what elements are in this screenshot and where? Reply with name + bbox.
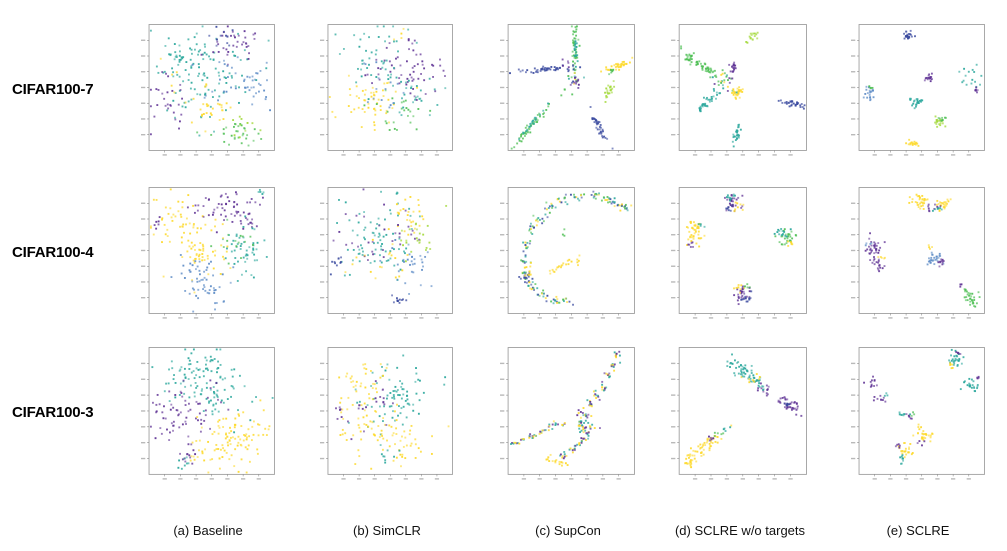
scatter-panel-cifar100-3-simclr: [318, 345, 455, 482]
scatter-panel-cifar100-3-supcon: [498, 345, 637, 482]
scatter-panel-cifar100-3-baseline: [139, 345, 277, 482]
scatter-panel-cifar100-7-simclr: [318, 22, 455, 158]
scatter-panel-cifar100-4-sclre: [849, 185, 987, 321]
scatter-panel-cifar100-4-baseline: [139, 185, 277, 321]
caption-sclre: (e) SCLRE: [886, 523, 950, 538]
row-label-cifar100-4: CIFAR100-4: [12, 244, 94, 261]
scatter-panel-cifar100-7-supcon: [498, 22, 637, 158]
caption-baseline: (a) Baseline: [173, 523, 243, 538]
caption-simclr: (b) SimCLR: [353, 523, 421, 538]
scatter-panel-cifar100-4-supcon: [498, 185, 637, 321]
row-label-cifar100-3: CIFAR100-3: [12, 404, 94, 421]
scatter-panel-cifar100-3-sclre-wo-targets: [669, 345, 809, 482]
scatter-panel-cifar100-3-sclre: [849, 345, 987, 482]
scatter-panel-cifar100-7-sclre-wo-targets: [669, 22, 809, 158]
scatter-panel-cifar100-4-sclre-wo-targets: [669, 185, 809, 321]
row-label-cifar100-7: CIFAR100-7: [12, 81, 94, 98]
caption-supcon: (c) SupCon: [535, 523, 601, 538]
caption-sclre-wo-targets: (d) SCLRE w/o targets: [674, 523, 806, 538]
scatter-panel-cifar100-7-sclre: [849, 22, 987, 158]
scatter-panel-cifar100-7-baseline: [139, 22, 277, 158]
scatter-panel-cifar100-4-simclr: [318, 185, 455, 321]
